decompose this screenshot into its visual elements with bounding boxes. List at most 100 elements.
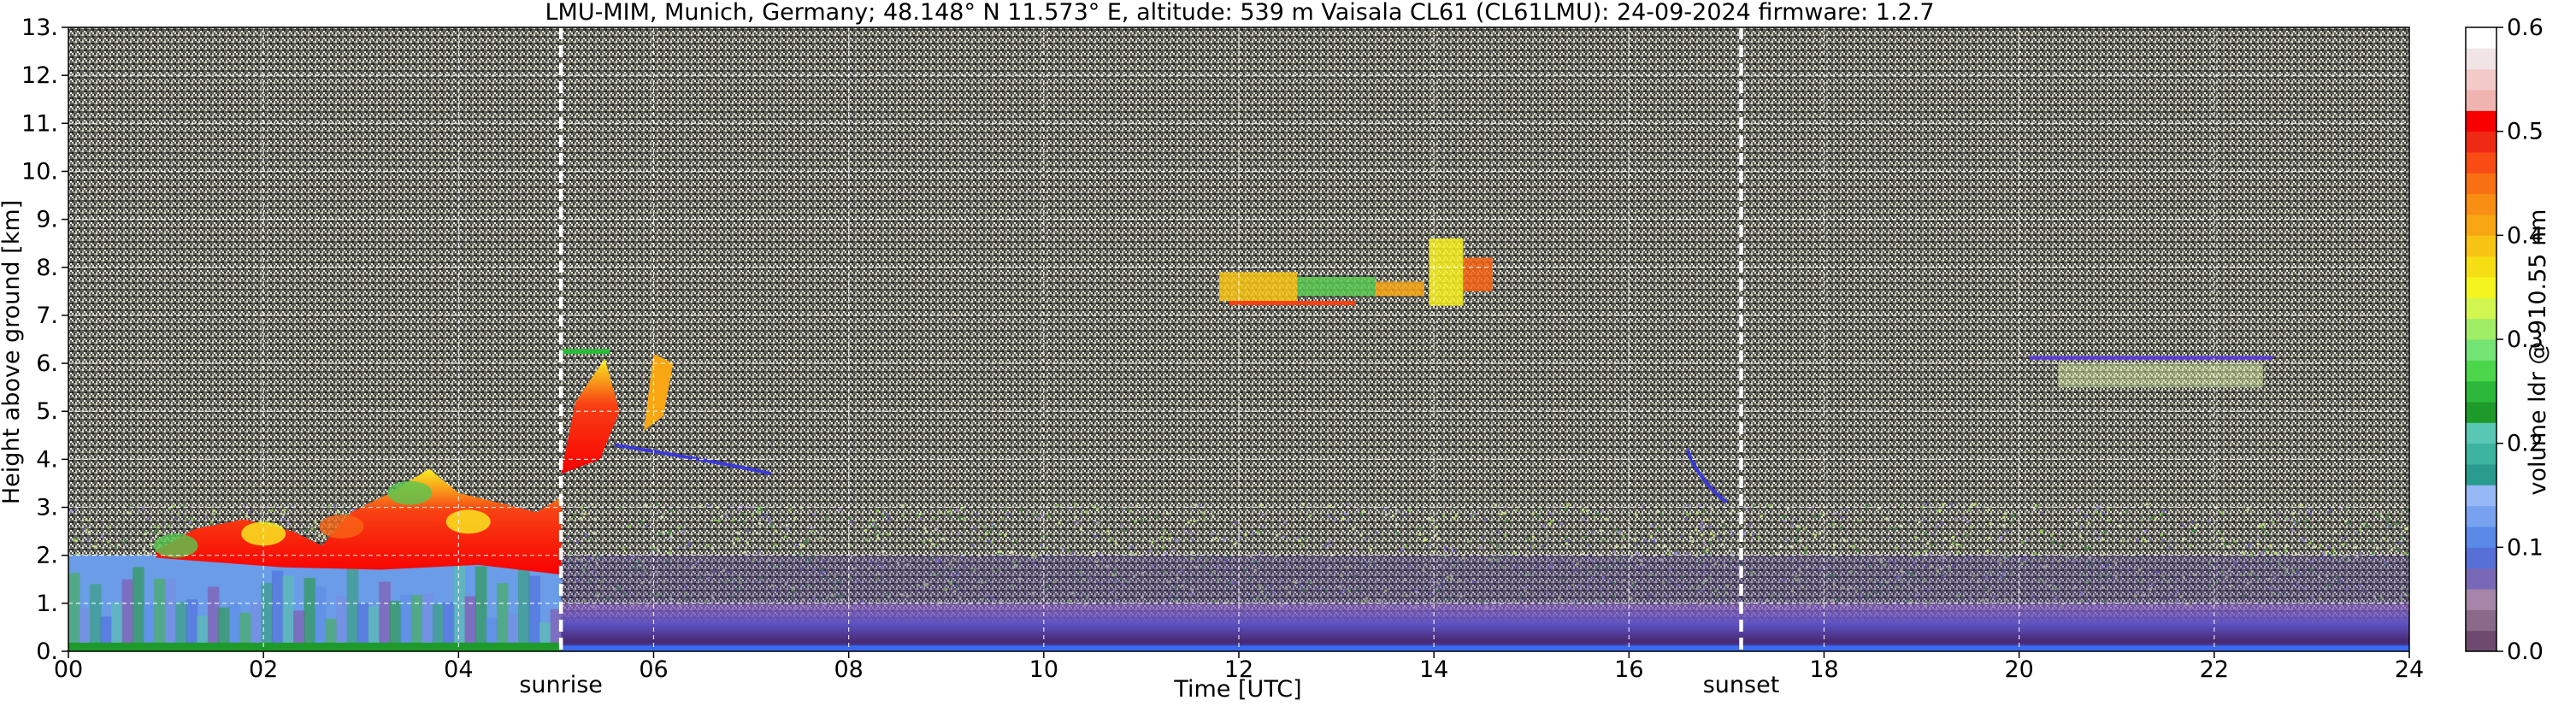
speckle (1618, 531, 1621, 534)
y-tick-label: 5. (36, 398, 58, 425)
speckle (1723, 564, 1726, 568)
speckle (1723, 524, 1726, 527)
speckle (901, 504, 905, 507)
depolarising-layer-blob (445, 509, 491, 534)
speckle (1175, 600, 1178, 603)
speckle (2328, 510, 2331, 514)
speckle (1531, 512, 1535, 515)
residual-layer-stripe (282, 575, 295, 651)
speckle (1124, 580, 1128, 583)
speckle (1565, 542, 1568, 545)
speckle (584, 533, 587, 537)
speckle (707, 577, 710, 580)
speckle (1223, 538, 1225, 541)
speckle (787, 527, 789, 530)
speckle (1855, 549, 1859, 552)
speckle (1825, 563, 1829, 567)
speckle (1294, 581, 1298, 585)
speckle (2404, 527, 2408, 531)
speckle (1056, 504, 1059, 508)
speckle (2384, 563, 2387, 567)
speckle (1635, 543, 1638, 546)
speckle (2057, 560, 2060, 563)
speckle (874, 525, 877, 528)
speckle (669, 551, 672, 555)
speckle (1701, 521, 1704, 525)
speckle (616, 585, 618, 589)
speckle (1659, 558, 1663, 562)
speckle (1106, 530, 1110, 533)
speckle (591, 503, 594, 507)
speckle (1164, 599, 1168, 603)
speckle (1342, 589, 1346, 592)
speckle (699, 575, 702, 579)
residual-layer-stripe (79, 608, 91, 651)
speckle (1588, 544, 1591, 547)
speckle (282, 513, 286, 516)
speckle (582, 568, 586, 572)
speckle (640, 521, 644, 524)
speckle (1288, 591, 1291, 594)
speckle (2404, 593, 2408, 597)
speckle (992, 525, 995, 528)
y-tick-label: 8. (36, 255, 58, 281)
speckle (2399, 536, 2402, 539)
speckle (2342, 543, 2345, 546)
speckle (2066, 556, 2069, 559)
speckle (2077, 509, 2080, 512)
speckle (833, 587, 835, 591)
speckle (1450, 574, 1453, 578)
speckle (1989, 522, 1992, 526)
speckle (743, 550, 746, 554)
speckle (1840, 515, 1843, 519)
speckle (2011, 597, 2014, 601)
speckle (1217, 564, 1220, 568)
colorbar-tick-label: 0.4 (2507, 222, 2544, 249)
speckle (2107, 508, 2110, 511)
speckle (1123, 507, 1126, 510)
speckle (1309, 514, 1312, 517)
speckle (1114, 580, 1117, 583)
x-axis-label: Time [UTC] (1173, 676, 1301, 703)
speckle (1633, 538, 1636, 541)
speckle (645, 525, 649, 528)
speckle (2305, 556, 2308, 560)
speckle (1795, 528, 1799, 532)
speckle (2233, 562, 2237, 565)
colorbar: 0.0 0.1 0.2 0.3 0.4 0.5 0.6 (2465, 15, 2544, 665)
speckle (1135, 504, 1139, 508)
speckle (337, 510, 340, 514)
speckle (1914, 536, 1917, 539)
speckle (1131, 552, 1135, 556)
speckle (1821, 514, 1824, 516)
speckle (1704, 571, 1707, 574)
residual-layer-stripe (389, 601, 402, 651)
speckle (1035, 555, 1038, 558)
speckle (2143, 529, 2147, 532)
speckle (2160, 533, 2163, 537)
speckle (1233, 582, 1236, 585)
speckle (1032, 552, 1035, 556)
speckle (877, 572, 881, 575)
marker-label-sunrise: sunrise (519, 672, 603, 698)
residual-layer-stripe (143, 604, 156, 651)
speckle (1663, 544, 1666, 548)
speckle (660, 515, 663, 519)
y-tick-label: 12. (21, 62, 58, 89)
speckle (793, 517, 797, 521)
colorbar-tick-label: 0.2 (2507, 431, 2544, 457)
speckle (2376, 513, 2379, 516)
speckle (1424, 563, 1427, 567)
speckle (771, 598, 775, 602)
speckle (2002, 576, 2006, 580)
speckle (1547, 568, 1550, 571)
speckle (2373, 596, 2376, 599)
residual-layer-stripe (175, 602, 187, 651)
speckle (1141, 572, 1144, 575)
speckle (706, 544, 710, 547)
speckle (2003, 556, 2007, 559)
speckle (1615, 528, 1618, 532)
speckle (2406, 527, 2409, 531)
speckle (2274, 587, 2278, 591)
speckle (2089, 563, 2091, 567)
